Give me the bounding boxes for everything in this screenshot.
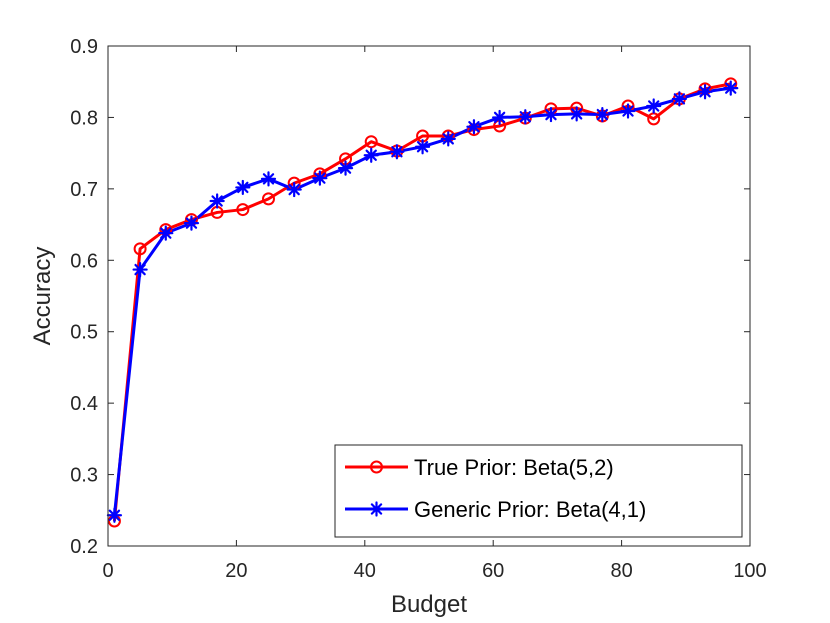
asterisk-stroke: [442, 133, 454, 145]
asterisk-stroke: [596, 108, 609, 121]
legend-box: [334, 444, 743, 538]
asterisk-stroke: [725, 82, 737, 94]
data-point-generic-prior: [414, 139, 431, 155]
asterisk-stroke: [648, 100, 660, 112]
x-axis-title: Budget: [391, 591, 467, 618]
asterisk-stroke: [519, 111, 531, 123]
y-tick-label: 0.2: [70, 536, 98, 558]
data-point-generic-prior: [671, 91, 687, 107]
data-point-generic-prior: [183, 215, 200, 231]
x-tick-label: 0: [102, 560, 113, 582]
data-point-generic-prior: [260, 171, 277, 187]
asterisk-stroke: [134, 263, 146, 276]
data-point-generic-prior: [440, 131, 456, 147]
asterisk-stroke: [160, 227, 172, 239]
data-point-generic-prior: [132, 261, 148, 278]
x-tick-label: 100: [733, 560, 766, 582]
asterisk-stroke: [262, 173, 275, 185]
asterisk-stroke: [314, 172, 326, 184]
asterisk-stroke: [288, 183, 300, 196]
legend-label-true-prior: True Prior: Beta(5,2): [414, 455, 614, 480]
data-point-true-prior: [364, 135, 378, 149]
data-point-generic-prior: [594, 106, 610, 123]
asterisk-stroke: [365, 149, 377, 161]
data-point-generic-prior: [389, 144, 405, 160]
data-point-generic-prior: [543, 106, 559, 123]
data-point-generic-prior: [235, 179, 251, 196]
asterisk-stroke: [673, 93, 686, 105]
x-tick-label: 60: [482, 560, 504, 582]
data-point-generic-prior: [209, 193, 225, 209]
x-tick-label: 40: [354, 560, 376, 582]
data-point-generic-prior: [337, 160, 354, 176]
y-tick-label: 0.6: [70, 250, 98, 272]
asterisk-stroke: [416, 141, 429, 153]
data-point-true-prior: [236, 203, 250, 217]
y-tick-label: 0.4: [70, 393, 98, 415]
data-point-generic-prior: [363, 147, 379, 163]
asterisk-stroke: [570, 108, 583, 120]
asterisk-stroke: [185, 217, 198, 229]
y-tick-label: 0.3: [70, 465, 98, 487]
axes-box: [107, 45, 751, 547]
legend-label-generic-prior: Generic Prior: Beta(4,1): [414, 497, 646, 522]
x-tick-label: 80: [610, 560, 632, 582]
series-layer: [106, 77, 739, 528]
y-axis-title: Accuracy: [29, 247, 56, 346]
y-tick-label: 0.8: [70, 107, 98, 129]
asterisk-stroke: [237, 181, 249, 194]
data-point-generic-prior: [697, 84, 713, 100]
tick-layer: 0 20 40 60 80 100 0.2 0.3 0.4 0.5 0.6 0.7 0.8 0.9: [70, 36, 767, 582]
legend-marker-generic-prior: [368, 501, 385, 517]
x-tick-label: 20: [225, 560, 247, 582]
asterisk-stroke: [493, 111, 506, 124]
legend: True Prior: Beta(5,2) Generic Prior: Bet…: [334, 444, 743, 538]
legend-asterisk-glyph: [368, 501, 385, 517]
legend-marker-true-prior: [370, 460, 383, 474]
asterisk-stroke: [699, 86, 711, 98]
data-point-generic-prior: [569, 106, 585, 122]
asterisk-stroke: [211, 195, 223, 207]
data-point-true-prior: [133, 242, 147, 256]
asterisk-stroke: [370, 503, 383, 515]
asterisk-stroke: [468, 121, 480, 133]
data-point-generic-prior: [106, 507, 123, 523]
asterisk-stroke: [339, 162, 352, 174]
data-point-generic-prior: [517, 109, 533, 125]
data-point-generic-prior: [466, 119, 482, 135]
data-point-generic-prior: [723, 80, 739, 96]
data-point-generic-prior: [646, 98, 662, 114]
data-point-generic-prior: [620, 103, 636, 119]
data-point-generic-prior: [312, 170, 328, 186]
asterisk-stroke: [391, 146, 403, 158]
asterisk-stroke: [108, 509, 121, 521]
data-point-generic-prior: [492, 109, 508, 126]
data-point-generic-prior: [158, 225, 174, 241]
y-tick-label: 0.5: [70, 322, 98, 344]
data-point-true-prior: [262, 192, 275, 206]
asterisk-stroke: [545, 108, 557, 121]
data-point-generic-prior: [286, 181, 302, 198]
asterisk-stroke: [622, 105, 634, 117]
y-tick-label: 0.9: [70, 36, 98, 58]
y-tick-label: 0.7: [70, 179, 98, 201]
